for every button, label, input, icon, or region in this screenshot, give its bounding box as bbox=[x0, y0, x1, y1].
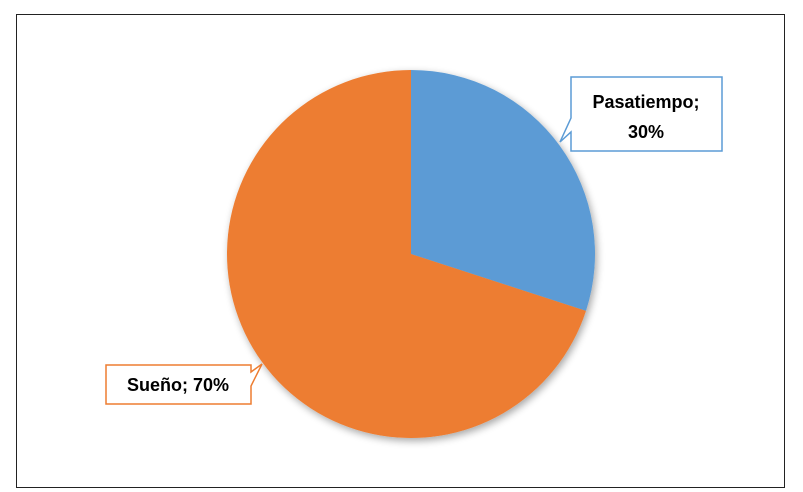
pie-slice-sueno bbox=[227, 69, 586, 438]
callout-sueno: Sueño; 70% bbox=[105, 363, 263, 405]
data-label-pasatiempo-value: 30% bbox=[628, 122, 664, 142]
data-label-pasatiempo-name: Pasatiempo; bbox=[592, 92, 699, 112]
data-label-sueno: Sueño; 70% bbox=[127, 375, 229, 395]
pie-slice-pasatiempo bbox=[411, 70, 595, 311]
callout-pasatiempo: Pasatiempo; 30% bbox=[559, 76, 723, 152]
